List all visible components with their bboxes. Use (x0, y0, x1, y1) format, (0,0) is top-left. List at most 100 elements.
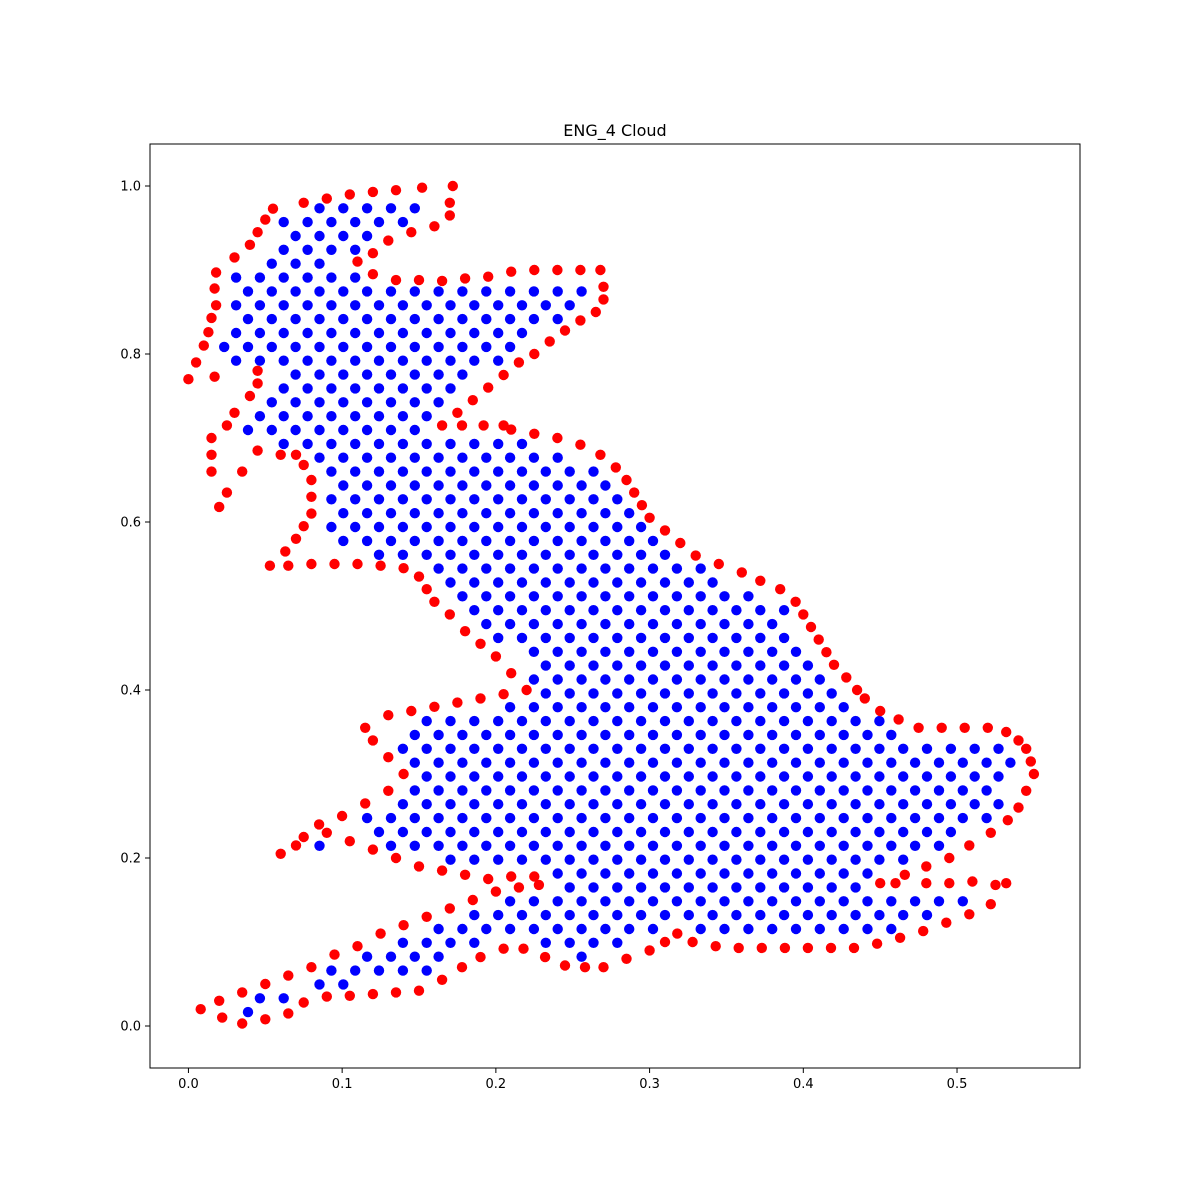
boundary-point (790, 596, 801, 607)
interior-point (731, 771, 742, 782)
boundary-point (775, 584, 786, 595)
boundary-point (336, 810, 348, 822)
interior-point (540, 494, 551, 505)
interior-point (528, 535, 540, 547)
interior-point (635, 715, 647, 727)
interior-point (731, 688, 742, 699)
interior-point (445, 300, 456, 311)
boundary-point (390, 987, 402, 998)
interior-point (600, 868, 611, 879)
boundary-point (229, 252, 240, 263)
interior-point (445, 771, 456, 782)
interior-point (397, 355, 409, 366)
boundary-point (529, 428, 540, 439)
boundary-point (352, 558, 363, 570)
interior-point (576, 646, 587, 657)
boundary-point (802, 942, 814, 954)
interior-point (624, 563, 635, 574)
interior-point (850, 771, 861, 782)
interior-point (600, 591, 611, 602)
interior-point (469, 743, 480, 754)
boundary-point (436, 420, 448, 431)
interior-point (350, 494, 361, 505)
interior-point (635, 632, 647, 644)
interior-point (838, 702, 849, 713)
boundary-point (595, 449, 606, 460)
interior-point (659, 743, 671, 754)
interior-point (755, 826, 766, 838)
interior-point (909, 812, 921, 824)
interior-point (898, 743, 909, 754)
interior-point (552, 591, 563, 602)
interior-point (635, 688, 647, 699)
interior-point (659, 882, 671, 893)
y-tick-label: 0.8 (120, 348, 141, 363)
interior-point (481, 480, 492, 491)
interior-point (433, 369, 444, 380)
boundary-point (459, 626, 471, 637)
interior-point (469, 549, 480, 560)
interior-point (266, 313, 277, 325)
interior-point (898, 826, 909, 838)
interior-point (647, 840, 659, 851)
interior-point (373, 521, 385, 533)
interior-point (230, 300, 242, 311)
interior-point (909, 896, 921, 907)
boundary-point (206, 449, 217, 460)
interior-point (612, 494, 623, 505)
interior-point (767, 840, 778, 851)
boundary-point (498, 369, 509, 381)
boundary-point (237, 1018, 248, 1029)
interior-point (433, 313, 444, 325)
interior-point (731, 632, 742, 644)
interior-point (433, 535, 444, 547)
interior-point (457, 591, 468, 602)
interior-point (945, 826, 957, 838)
boundary-point (964, 840, 975, 851)
interior-point (826, 743, 837, 754)
interior-point (493, 771, 504, 782)
interior-point (528, 840, 540, 851)
interior-point (385, 951, 397, 962)
boundary-point (921, 861, 932, 872)
interior-point (540, 937, 551, 948)
interior-point (612, 632, 623, 644)
interior-point (850, 882, 861, 893)
interior-point (743, 729, 754, 741)
interior-point (564, 688, 575, 699)
interior-point (659, 660, 671, 671)
interior-point (516, 909, 528, 921)
interior-point (612, 577, 623, 588)
boundary-point (206, 466, 217, 477)
interior-point (719, 702, 730, 713)
boundary-point (506, 871, 517, 882)
interior-point (504, 896, 516, 907)
interior-point (683, 605, 694, 616)
interior-point (588, 799, 599, 810)
interior-point (397, 494, 409, 505)
interior-point (576, 757, 587, 768)
interior-point (743, 840, 754, 851)
interior-point (552, 785, 563, 796)
interior-point (945, 771, 957, 782)
interior-point (647, 923, 659, 935)
interior-point (338, 508, 349, 519)
interior-point (921, 826, 933, 838)
interior-point (850, 799, 861, 810)
interior-point (695, 674, 706, 685)
interior-point (457, 341, 468, 353)
interior-point (421, 743, 432, 754)
interior-point (659, 854, 671, 865)
interior-point (540, 632, 551, 644)
interior-point (302, 411, 313, 422)
boundary-point (798, 609, 809, 620)
interior-point (659, 632, 671, 644)
boundary-point (552, 264, 563, 276)
interior-point (290, 230, 301, 242)
interior-point (469, 521, 480, 533)
interior-point (874, 799, 885, 810)
interior-point (707, 688, 718, 699)
boundary-point (344, 189, 355, 200)
plot-frame (149, 143, 1081, 1069)
interior-point (516, 826, 528, 838)
